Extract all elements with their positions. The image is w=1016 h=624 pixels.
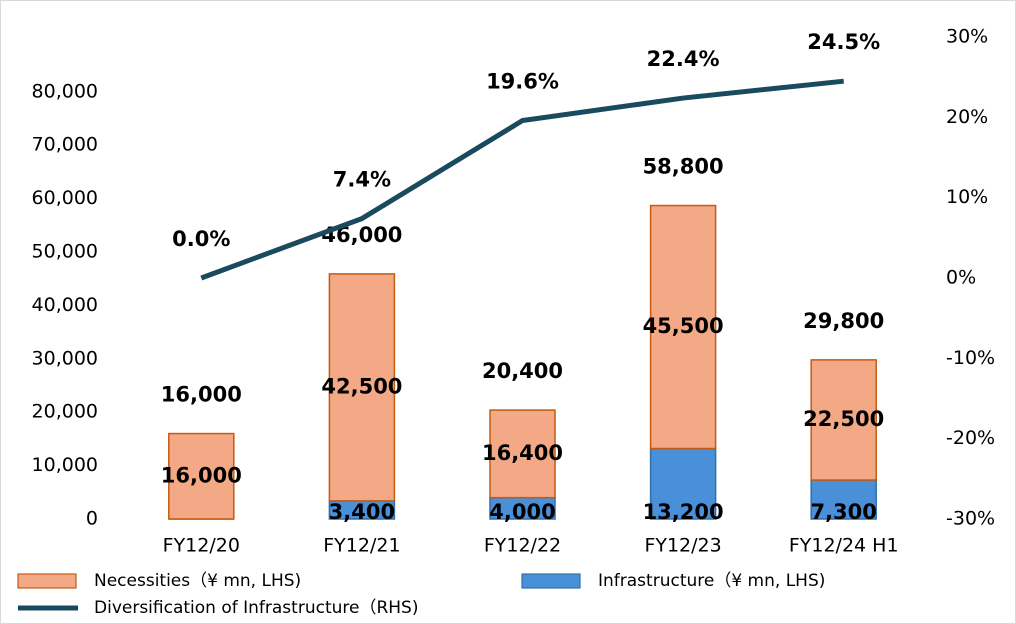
value-label: 22,500 (803, 407, 884, 431)
value-label: 7,300 (810, 500, 876, 524)
value-label: 4,000 (489, 500, 555, 524)
line (200, 78, 844, 281)
legend-swatch (17, 573, 77, 589)
y-tick-label: 50,000 (32, 241, 98, 263)
line-label: 19.6% (486, 70, 559, 94)
line-label: 7.4% (333, 168, 391, 192)
x-tick-label: FY12/21 (323, 535, 400, 557)
legend-swatch (521, 573, 581, 589)
x-tick-label: FY12/23 (644, 535, 721, 557)
bar-segment (489, 409, 556, 499)
y-tick-label: 20,000 (32, 401, 98, 423)
y-tick-label: 0 (86, 508, 98, 530)
value-label: 3,400 (329, 500, 395, 524)
y-tick-label: 80,000 (32, 80, 98, 102)
value-label: 42,500 (321, 374, 402, 398)
total-label: 29,800 (803, 309, 884, 333)
x-tick-label: FY12/20 (163, 535, 240, 557)
line-label: 24.5% (807, 30, 880, 54)
y2-tick-label: 10% (946, 186, 988, 208)
value-label: 45,500 (643, 314, 724, 338)
y-tick-label: 10,000 (32, 454, 98, 476)
line-label: 0.0% (172, 227, 230, 251)
y2-tick-label: -10% (946, 347, 995, 369)
y2-tick-label: -30% (946, 508, 995, 530)
y-tick-label: 30,000 (32, 347, 98, 369)
y2-tick-label: -20% (946, 427, 995, 449)
legend-label: Necessities（¥ mn, LHS) (94, 571, 301, 591)
total-label: 58,800 (643, 155, 724, 179)
value-label: 13,200 (643, 500, 724, 524)
value-label: 16,000 (161, 463, 242, 487)
y-tick-label: 40,000 (32, 294, 98, 316)
y2-tick-label: 0% (946, 267, 976, 289)
line-label: 22.4% (647, 47, 720, 71)
bar-segment (649, 447, 717, 520)
value-label: 16,400 (482, 441, 563, 465)
bar-segment (328, 273, 396, 502)
x-tick-label: FY12/24 H1 (789, 535, 899, 557)
x-tick-label: FY12/22 (484, 535, 561, 557)
bar-segment (810, 479, 877, 520)
total-label: 16,000 (161, 383, 242, 407)
y2-tick-label: 30% (946, 26, 988, 48)
legend-label: Infrastructure（¥ mn, LHS) (598, 571, 825, 591)
bar-segment (810, 359, 877, 481)
y-tick-label: 60,000 (32, 187, 98, 209)
bar-segment (649, 204, 717, 450)
legend-label: Diversification of Infrastructure（RHS) (94, 598, 418, 618)
y-tick-label: 70,000 (32, 134, 98, 156)
y2-tick-label: 20% (946, 106, 988, 128)
total-label: 20,400 (482, 359, 563, 383)
bar-segment (168, 432, 235, 520)
